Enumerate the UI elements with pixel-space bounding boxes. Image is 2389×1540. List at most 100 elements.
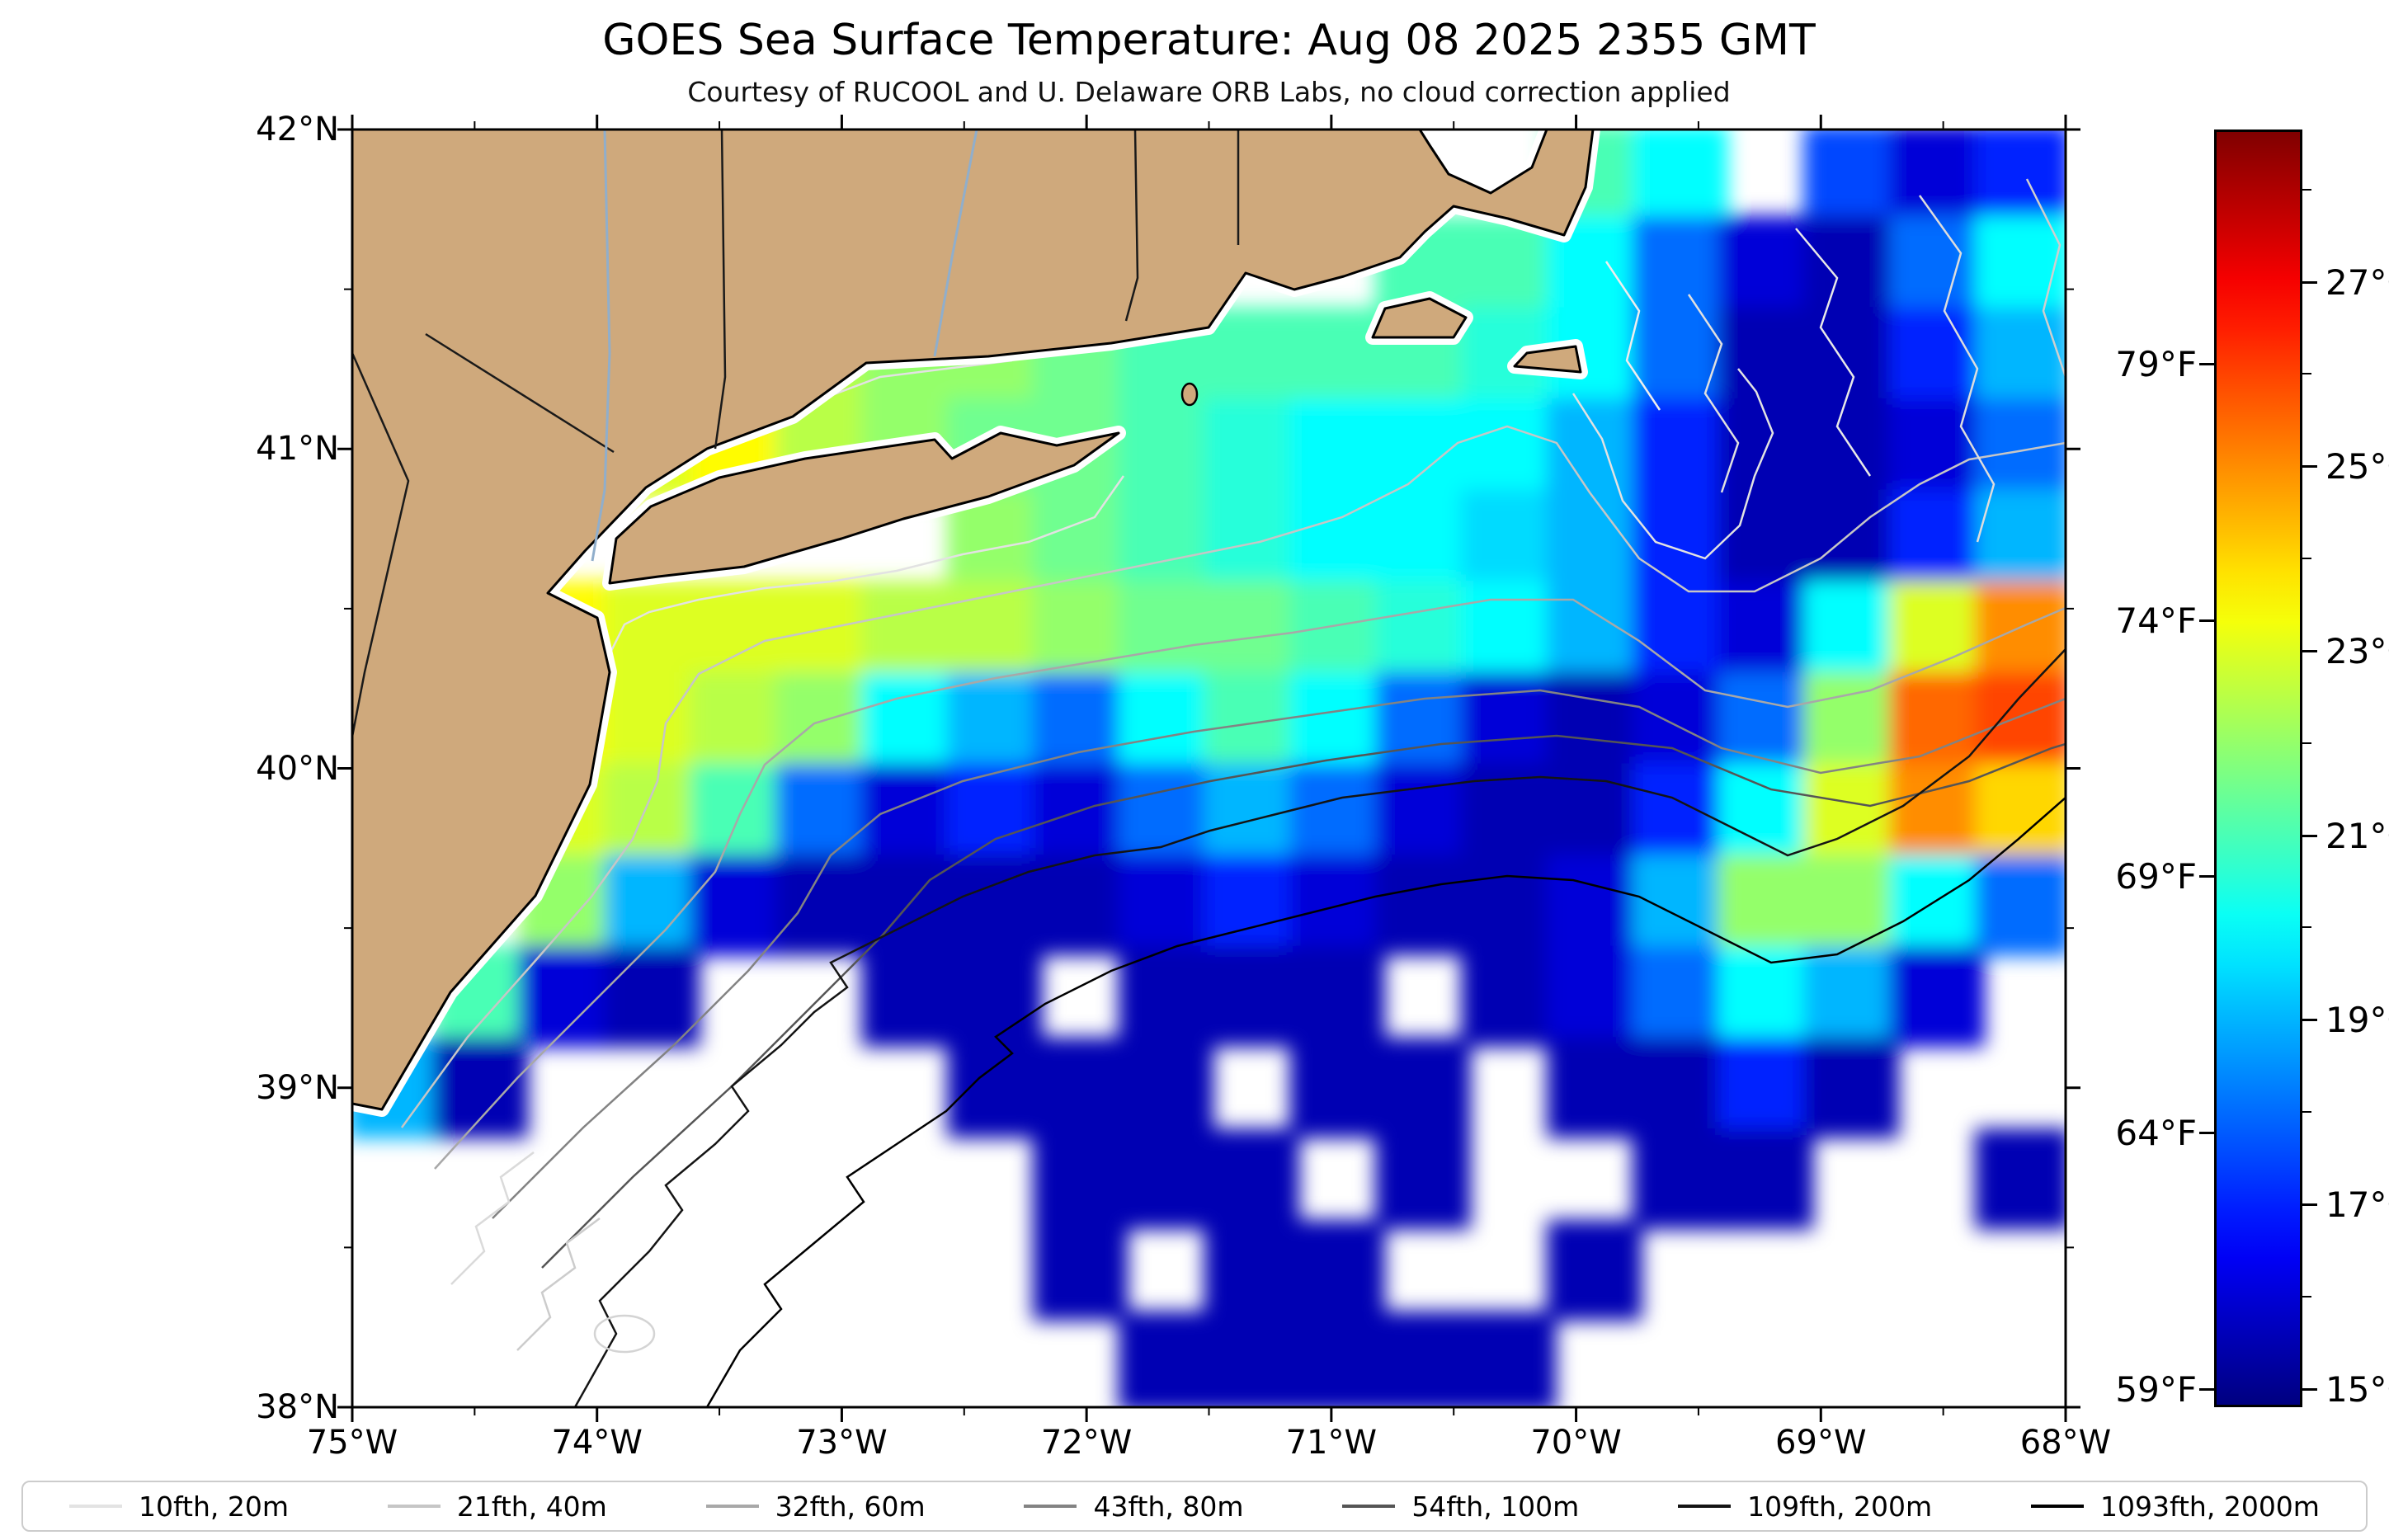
sst-cell bbox=[775, 855, 872, 956]
sst-cell bbox=[1975, 489, 2066, 591]
sst-cell bbox=[1289, 1219, 1386, 1321]
sst-cell bbox=[1118, 763, 1214, 865]
sst-cell bbox=[1375, 855, 1471, 956]
y-tick-label: 40°N bbox=[256, 749, 339, 788]
sst-cell bbox=[1032, 489, 1129, 591]
sst-cell bbox=[1375, 763, 1471, 865]
sst-cell bbox=[1632, 130, 1728, 226]
legend-line-sample bbox=[69, 1505, 122, 1508]
sst-cell bbox=[1032, 1128, 1129, 1230]
colorbar-tick-fahrenheit bbox=[2199, 875, 2214, 878]
legend-item: 1093fth, 2000m bbox=[2030, 1493, 2320, 1520]
colorbar-label-celsius: 27°C bbox=[2325, 261, 2389, 303]
bathymetry-contour-georges-bank bbox=[2025, 178, 2066, 378]
sst-cell bbox=[775, 581, 872, 682]
sst-cell bbox=[1889, 489, 1986, 591]
state-border-lines bbox=[352, 130, 1240, 737]
sst-cell bbox=[1289, 671, 1386, 774]
sst-cell bbox=[1204, 398, 1300, 500]
sst-cell bbox=[1632, 671, 1728, 774]
sst-cell bbox=[946, 763, 1043, 865]
legend-label: 10fth, 20m bbox=[139, 1490, 289, 1523]
legend-label: 43fth, 80m bbox=[1093, 1490, 1244, 1523]
legend-label: 109fth, 200m bbox=[1747, 1490, 1933, 1523]
sst-cell bbox=[1632, 763, 1728, 865]
sst-cell bbox=[1975, 1128, 2066, 1230]
sst-cell bbox=[1718, 763, 1814, 865]
colorbar-tick-celsius bbox=[2302, 649, 2317, 652]
sst-cell bbox=[1032, 671, 1129, 774]
sst-cell bbox=[1118, 945, 1214, 1048]
colorbar-tick-celsius bbox=[2302, 834, 2317, 837]
legend-item: 10fth, 20m bbox=[69, 1493, 289, 1520]
bathymetry-contour-100m bbox=[541, 734, 2066, 1269]
sst-cell bbox=[1032, 763, 1129, 865]
legend-item: 32fth, 60m bbox=[705, 1493, 926, 1520]
colorbar-label-celsius: 19°C bbox=[2325, 1000, 2389, 1041]
legend-item: 109fth, 200m bbox=[1678, 1493, 1932, 1520]
sst-cell bbox=[1975, 763, 2066, 865]
sst-cell bbox=[946, 855, 1043, 956]
colorbar-tick-fahrenheit bbox=[2199, 1387, 2214, 1391]
sst-cell bbox=[1546, 855, 1642, 956]
sst-cell bbox=[1975, 307, 2066, 408]
colorbar-tick-celsius bbox=[2302, 1019, 2317, 1022]
sst-cell bbox=[1461, 581, 1557, 682]
sst-cell bbox=[1889, 307, 1986, 408]
sst-cell bbox=[1632, 1037, 1728, 1138]
sst-cell bbox=[1975, 855, 2066, 956]
colorbar-minor-tick bbox=[2302, 1295, 2311, 1297]
axes-spine bbox=[351, 128, 2067, 1409]
sst-cell bbox=[1632, 855, 1728, 956]
sst-cell bbox=[1375, 1311, 1471, 1407]
sst-cell bbox=[1975, 581, 2066, 682]
sst-cell bbox=[861, 671, 957, 774]
sst-cell bbox=[1632, 398, 1728, 500]
x-tick-label: 68°W bbox=[2019, 1424, 2112, 1462]
sst-cell bbox=[1803, 763, 1900, 865]
y-tick-label: 38°N bbox=[256, 1388, 339, 1426]
sst-cell bbox=[1375, 1128, 1471, 1230]
sst-cell bbox=[1546, 945, 1642, 1048]
sst-cell bbox=[690, 671, 786, 774]
axis-ticks bbox=[337, 115, 2080, 1422]
chart-subtitle: Courtesy of RUCOOL and U. Delaware ORB L… bbox=[687, 76, 1731, 108]
sst-cell bbox=[1546, 671, 1642, 774]
map-plot-area: 75°W 74°W 73°W 72°W 71°W 70°W 69°W 68°W 42°N 41°N… bbox=[256, 113, 2111, 1459]
sst-cell bbox=[1975, 398, 2066, 500]
sst-cell bbox=[946, 581, 1043, 682]
sst-cell bbox=[1889, 945, 1986, 1048]
legend-line-sample bbox=[1342, 1505, 1396, 1508]
legend-line-sample bbox=[1678, 1505, 1732, 1508]
sst-cell bbox=[1118, 581, 1214, 682]
sst-cell bbox=[604, 581, 700, 682]
sst-cell bbox=[1546, 1219, 1642, 1321]
legend-item: 43fth, 80m bbox=[1024, 1493, 1243, 1520]
sst-cell bbox=[1032, 1219, 1129, 1321]
colorbar-label-celsius: 25°C bbox=[2325, 446, 2389, 487]
sst-cell bbox=[1718, 1037, 1814, 1138]
bathymetry-contour-georges-bank bbox=[1918, 195, 1996, 543]
sst-cell bbox=[1204, 1311, 1300, 1407]
colorbar-label-fahrenheit: 74°F bbox=[2115, 600, 2197, 641]
sst-cell bbox=[1118, 1037, 1214, 1138]
sst-cell bbox=[1204, 581, 1300, 682]
contour-legend: 10fth, 20m 21fth, 40m 32fth, 60m 43fth, 80m… bbox=[21, 1481, 2368, 1532]
sst-cell bbox=[1289, 307, 1386, 408]
colorbar-label-fahrenheit: 79°F bbox=[2115, 343, 2197, 384]
sst-cell bbox=[1546, 489, 1642, 591]
colorbar-tick-celsius bbox=[2302, 1203, 2317, 1206]
sst-cell bbox=[946, 1037, 1043, 1138]
sst-cell bbox=[1289, 489, 1386, 591]
sst-cell bbox=[1032, 581, 1129, 682]
colorbar-tick-fahrenheit bbox=[2199, 1131, 2214, 1134]
bathymetry-contour-80m bbox=[492, 689, 2066, 1219]
sst-cell bbox=[1803, 307, 1900, 408]
sst-cell bbox=[1289, 398, 1386, 500]
bathymetry-contour-200m bbox=[573, 648, 2066, 1407]
sst-cell bbox=[1632, 1128, 1728, 1230]
sst-cell bbox=[1118, 489, 1214, 591]
colorbar-minor-tick bbox=[2302, 558, 2311, 560]
sst-cell bbox=[1718, 1128, 1814, 1230]
y-tick-label: 39°N bbox=[256, 1068, 339, 1107]
